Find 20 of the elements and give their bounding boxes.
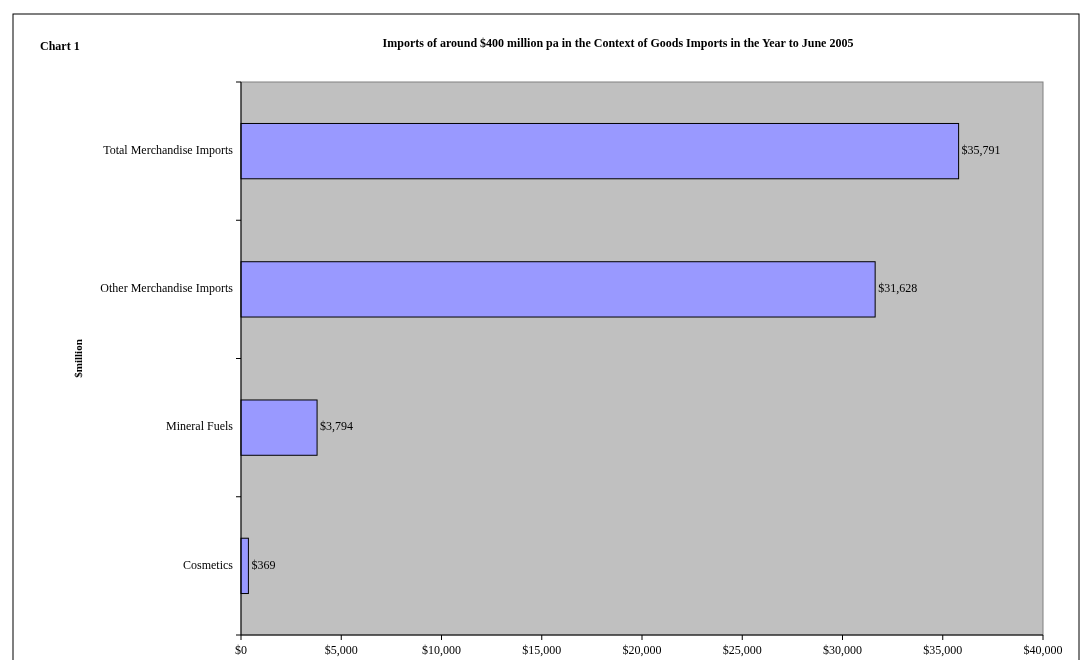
x-tick-label: $15,000 <box>522 642 562 657</box>
y-axis-title: $million <box>72 339 84 378</box>
x-tick-label: $25,000 <box>722 642 762 657</box>
y-tick-label: Total Merchandise Imports <box>103 142 234 157</box>
data-label: $31,628 <box>878 281 918 296</box>
chart-title: Imports of around $400 million pa in the Context of Goods Imports in the Year to June 2005 <box>382 36 854 50</box>
x-tick-label: $30,000 <box>823 642 862 657</box>
y-tick-label: Other Merchandise Imports <box>100 281 234 296</box>
data-label: $369 <box>251 557 276 572</box>
x-tick-label: $0 <box>235 642 247 657</box>
x-tick-label: $5,000 <box>324 642 358 657</box>
data-label: $35,791 <box>961 142 1001 157</box>
data-label: $3,794 <box>320 419 354 434</box>
x-tick-label: $35,000 <box>923 642 963 657</box>
y-tick-label: Mineral Fuels <box>166 419 234 434</box>
x-tick-label: $40,000 <box>1023 642 1063 657</box>
y-tick-label: Cosmetics <box>183 557 234 572</box>
x-tick-label: $20,000 <box>622 642 662 657</box>
x-tick-label: $10,000 <box>422 642 461 657</box>
caption: Chart 1 <box>40 39 80 53</box>
